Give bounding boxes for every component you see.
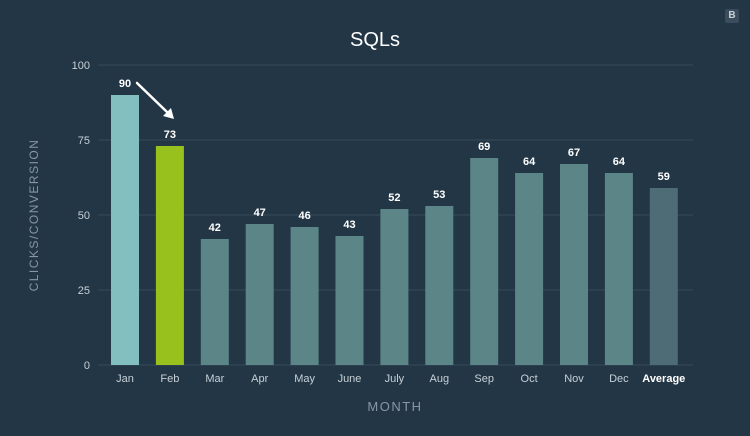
trend-arrow	[135, 81, 174, 119]
x-tick-label: Average	[642, 373, 685, 385]
y-axis-ticks: 0 25 50 75 100	[72, 60, 90, 372]
bar-apr	[245, 224, 274, 365]
bar-jan	[111, 95, 139, 365]
x-tick-label: Feb	[160, 373, 179, 385]
data-label: 46	[298, 210, 310, 222]
x-tick-label: July	[385, 373, 405, 385]
data-label: 69	[478, 141, 490, 153]
x-axis-ticks: Jan Feb Mar Apr May June July Aug Sep Oct Nov Dec Av…	[116, 373, 685, 385]
y-tick-label: 100	[72, 60, 90, 72]
x-tick-label: Mar	[205, 373, 224, 385]
data-labels: 90 73 42 47 46 43 52 53 69 64 67 64 59	[119, 78, 670, 234]
data-label: 47	[254, 207, 266, 219]
data-label: 42	[209, 222, 221, 234]
bar-nov	[560, 164, 588, 365]
data-label: 64	[523, 156, 536, 168]
bar-average	[649, 188, 678, 365]
bar-july	[380, 209, 409, 365]
x-tick-label: Nov	[564, 373, 584, 385]
bars	[111, 95, 678, 365]
data-label: 59	[658, 171, 670, 183]
data-label: 43	[343, 219, 355, 231]
data-label: 53	[433, 189, 445, 201]
x-tick-label: Dec	[609, 373, 629, 385]
brand-badge: B	[725, 9, 739, 23]
bar-may	[290, 227, 319, 365]
data-label: 52	[388, 192, 400, 204]
x-tick-label: Apr	[251, 373, 268, 385]
x-tick-label: Sep	[474, 373, 494, 385]
x-axis-label: MONTH	[367, 399, 422, 414]
data-label: 64	[613, 156, 626, 168]
data-label: 67	[568, 147, 580, 159]
arrow-head	[163, 108, 174, 119]
y-tick-label: 75	[78, 135, 90, 147]
bar-sep	[470, 158, 499, 365]
x-tick-label: Jan	[116, 373, 134, 385]
x-tick-label: June	[338, 373, 362, 385]
y-tick-label: 25	[78, 285, 90, 297]
data-label: 73	[164, 129, 176, 141]
x-tick-label: Oct	[521, 373, 538, 385]
data-label: 90	[119, 78, 131, 90]
bar-feb	[155, 146, 184, 365]
bar-dec	[604, 173, 633, 365]
chart-title: SQLs	[350, 29, 400, 51]
x-tick-label: Aug	[430, 373, 450, 385]
x-tick-label: May	[294, 373, 315, 385]
bar-aug	[425, 206, 454, 365]
bar-oct	[515, 173, 544, 365]
y-tick-label: 0	[84, 360, 90, 372]
bar-june	[335, 236, 364, 365]
bar-mar	[200, 239, 229, 365]
arrow-shaft	[135, 81, 169, 114]
y-tick-label: 50	[78, 210, 90, 222]
y-axis-label: CLICKS/CONVERSION	[27, 139, 41, 292]
